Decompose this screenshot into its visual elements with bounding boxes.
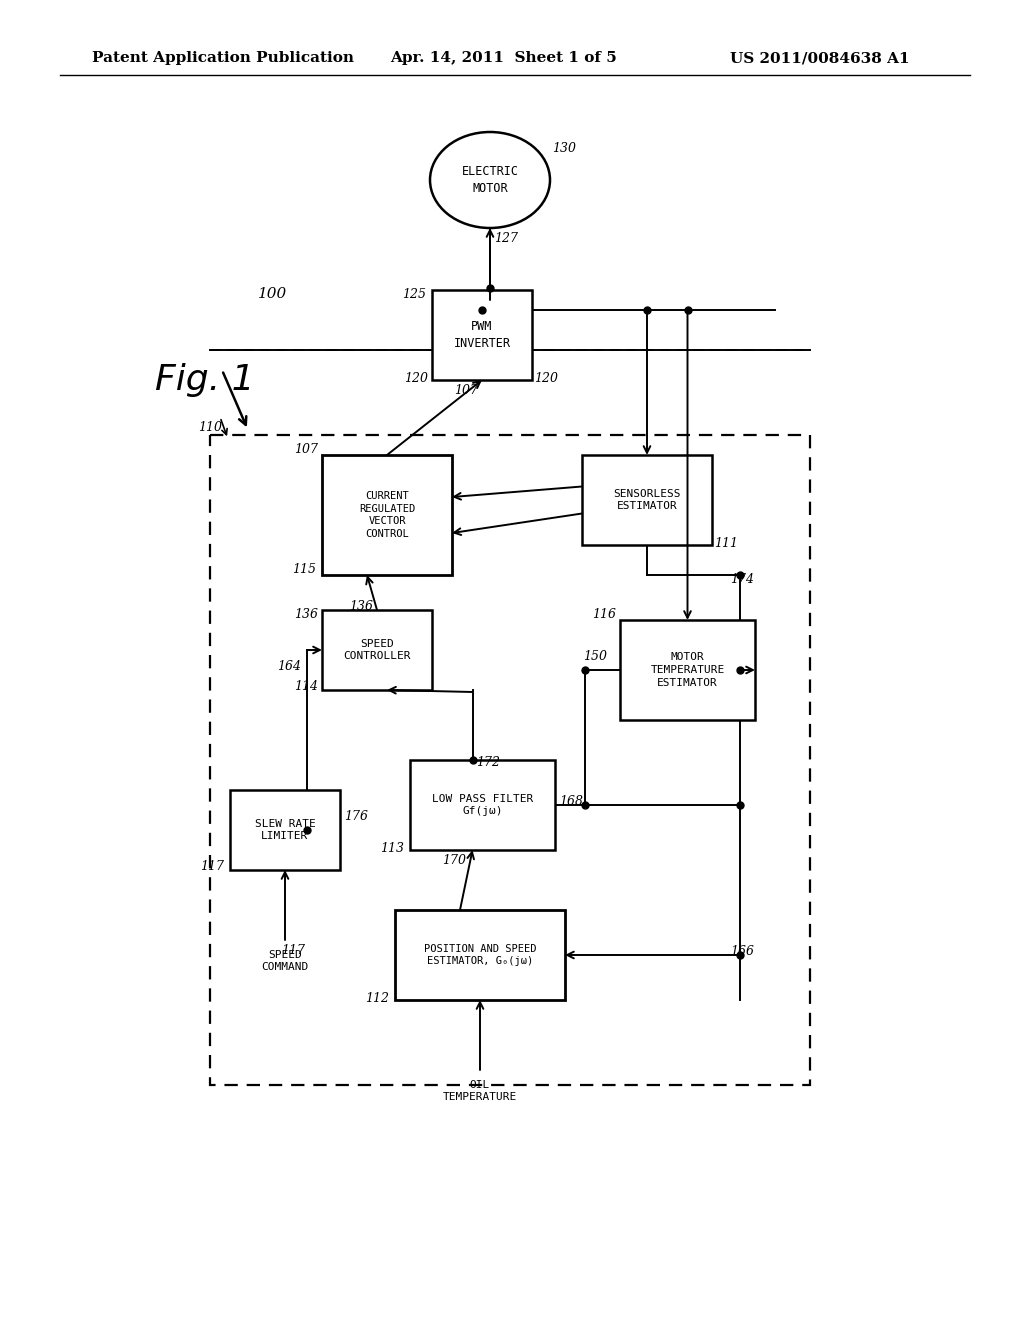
Text: 130: 130 bbox=[552, 143, 575, 154]
Text: 115: 115 bbox=[292, 564, 316, 576]
Text: SENSORLESS
ESTIMATOR: SENSORLESS ESTIMATOR bbox=[613, 488, 681, 511]
Text: CURRENT
REGULATED
VECTOR
CONTROL: CURRENT REGULATED VECTOR CONTROL bbox=[358, 491, 415, 539]
Text: PWM
INVERTER: PWM INVERTER bbox=[454, 321, 511, 350]
Text: 120: 120 bbox=[534, 372, 558, 385]
Text: 100: 100 bbox=[258, 286, 288, 301]
Text: MOTOR
TEMPERATURE
ESTIMATOR: MOTOR TEMPERATURE ESTIMATOR bbox=[650, 652, 725, 688]
Bar bbox=[230, 789, 340, 870]
Text: Fig. 1: Fig. 1 bbox=[155, 363, 255, 397]
Bar bbox=[582, 455, 712, 545]
Text: 111: 111 bbox=[714, 537, 738, 550]
Text: 117: 117 bbox=[281, 944, 305, 957]
Text: 110: 110 bbox=[198, 421, 222, 434]
Text: Patent Application Publication: Patent Application Publication bbox=[92, 51, 354, 65]
Text: 107: 107 bbox=[454, 384, 478, 397]
Text: LOW PASS FILTER
Gf(jω): LOW PASS FILTER Gf(jω) bbox=[432, 793, 534, 816]
Text: OIL
TEMPERATURE: OIL TEMPERATURE bbox=[442, 1080, 517, 1102]
Bar bbox=[432, 290, 532, 380]
Text: 117: 117 bbox=[200, 861, 224, 873]
Text: 113: 113 bbox=[380, 842, 404, 855]
Bar bbox=[410, 760, 555, 850]
Text: 127: 127 bbox=[494, 232, 518, 246]
Text: 107: 107 bbox=[294, 444, 318, 455]
Text: 120: 120 bbox=[404, 372, 428, 385]
Bar bbox=[322, 455, 452, 576]
Text: 114: 114 bbox=[294, 680, 318, 693]
Text: SPEED
COMMAND: SPEED COMMAND bbox=[261, 950, 308, 973]
Bar bbox=[210, 436, 810, 1085]
Text: POSITION AND SPEED
ESTIMATOR, G₀(jω): POSITION AND SPEED ESTIMATOR, G₀(jω) bbox=[424, 944, 537, 966]
Text: 136: 136 bbox=[349, 601, 373, 612]
Text: 174: 174 bbox=[730, 573, 754, 586]
Bar bbox=[620, 620, 755, 719]
Text: 116: 116 bbox=[592, 609, 616, 620]
Bar bbox=[395, 909, 565, 1001]
Text: 176: 176 bbox=[344, 810, 368, 822]
Text: SLEW RATE
LIMITER: SLEW RATE LIMITER bbox=[255, 818, 315, 841]
Text: 168: 168 bbox=[559, 795, 583, 808]
Text: 136: 136 bbox=[294, 609, 318, 620]
Text: ELECTRIC
MOTOR: ELECTRIC MOTOR bbox=[462, 165, 518, 195]
Text: US 2011/0084638 A1: US 2011/0084638 A1 bbox=[730, 51, 909, 65]
Text: 164: 164 bbox=[278, 660, 301, 673]
Text: SPEED
CONTROLLER: SPEED CONTROLLER bbox=[343, 639, 411, 661]
Ellipse shape bbox=[430, 132, 550, 228]
Text: 125: 125 bbox=[402, 288, 426, 301]
Bar bbox=[322, 610, 432, 690]
Text: 150: 150 bbox=[583, 649, 607, 663]
Text: 166: 166 bbox=[730, 945, 754, 958]
Text: 112: 112 bbox=[365, 993, 389, 1005]
Text: 172: 172 bbox=[476, 756, 501, 770]
Text: Apr. 14, 2011  Sheet 1 of 5: Apr. 14, 2011 Sheet 1 of 5 bbox=[390, 51, 616, 65]
Text: 170: 170 bbox=[442, 854, 467, 867]
